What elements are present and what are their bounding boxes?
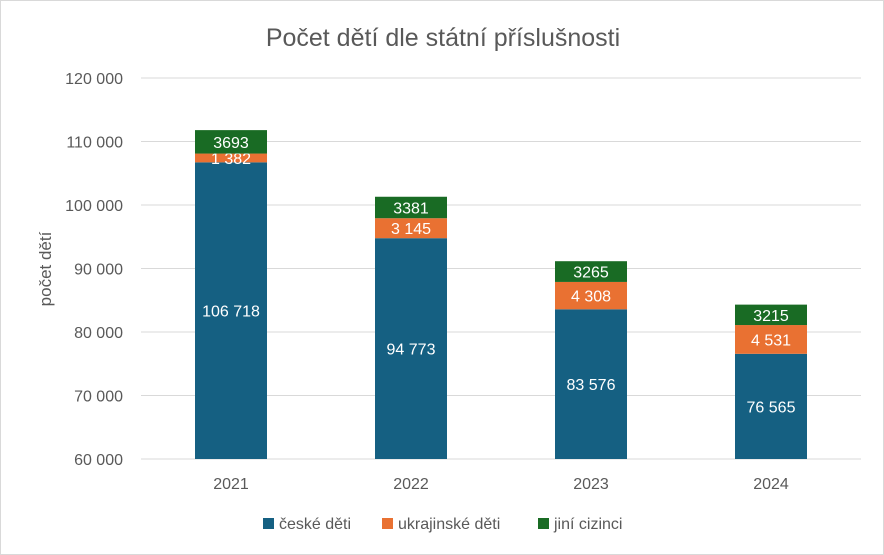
bar-other xyxy=(555,261,627,282)
y-tick-label: 110 000 xyxy=(66,135,123,152)
bar-czech xyxy=(555,309,627,459)
bar-czech xyxy=(735,353,807,459)
y-tick-label: 70 000 xyxy=(74,389,123,406)
bar-czech xyxy=(195,162,267,459)
bar-ukrainian xyxy=(375,218,447,239)
x-tick-label: 2021 xyxy=(213,476,249,493)
legend-swatch xyxy=(382,518,393,529)
x-tick-label: 2023 xyxy=(573,476,609,493)
bar-other xyxy=(195,130,267,154)
data-label: 76 565 xyxy=(747,399,796,416)
data-label: 3 145 xyxy=(391,221,431,238)
bar-czech xyxy=(375,238,447,459)
bar-ukrainian xyxy=(195,153,267,163)
bar-other xyxy=(735,304,807,326)
y-tick-label: 80 000 xyxy=(74,325,123,342)
data-label: 106 718 xyxy=(202,304,260,321)
y-tick-label: 60 000 xyxy=(74,452,123,469)
bar-ukrainian xyxy=(555,281,627,310)
legend-swatch xyxy=(538,518,549,529)
x-tick-label: 2024 xyxy=(753,476,789,493)
y-tick-label: 100 000 xyxy=(65,198,123,215)
data-label: 94 773 xyxy=(387,342,436,359)
y-axis-label: počet dětí xyxy=(36,231,55,306)
data-label: 3693 xyxy=(213,135,249,152)
legend-label: české děti xyxy=(279,516,351,533)
x-tick-label: 2022 xyxy=(393,476,429,493)
chart-title: Počet dětí dle státní příslušnosti xyxy=(266,24,620,52)
legend-label: jiní cizinci xyxy=(553,516,622,533)
data-label: 83 576 xyxy=(567,377,616,394)
bar-other xyxy=(375,196,447,219)
y-tick-label: 90 000 xyxy=(74,262,123,279)
y-tick-label: 120 000 xyxy=(65,71,123,88)
data-label: 4 308 xyxy=(571,289,611,306)
data-label: 3381 xyxy=(393,200,429,217)
bar-ukrainian xyxy=(735,325,807,354)
data-label: 3265 xyxy=(573,265,609,282)
legend-label: ukrajinské děti xyxy=(398,516,500,533)
data-label: 1 382 xyxy=(211,151,251,168)
legend-swatch xyxy=(263,518,274,529)
data-label: 4 531 xyxy=(751,332,791,349)
data-label: 3215 xyxy=(753,308,789,325)
